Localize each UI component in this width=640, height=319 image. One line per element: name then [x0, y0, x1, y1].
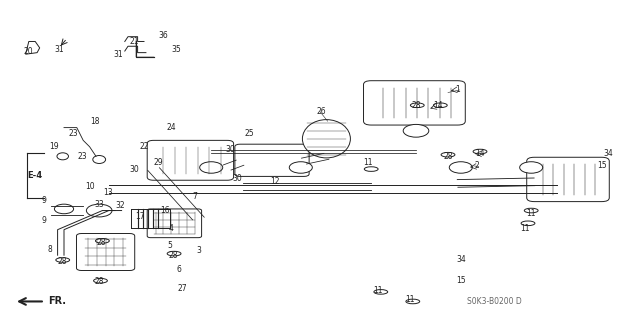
Text: 19: 19 — [49, 142, 60, 151]
FancyBboxPatch shape — [77, 234, 135, 271]
Text: 8: 8 — [47, 245, 52, 254]
Text: 35: 35 — [171, 45, 181, 54]
Text: 27: 27 — [177, 284, 188, 293]
Text: 28: 28 — [58, 257, 67, 266]
Text: 5: 5 — [167, 241, 172, 250]
Text: 7: 7 — [193, 192, 198, 201]
Ellipse shape — [93, 278, 108, 283]
FancyBboxPatch shape — [364, 81, 465, 125]
Text: 31: 31 — [113, 50, 124, 59]
Text: 30: 30 — [129, 165, 140, 174]
Text: 34: 34 — [603, 149, 613, 158]
Text: 24: 24 — [166, 123, 177, 132]
Circle shape — [200, 162, 223, 173]
Text: 2: 2 — [474, 161, 479, 170]
Text: 23: 23 — [68, 130, 79, 138]
Ellipse shape — [364, 167, 378, 171]
Text: 32: 32 — [115, 201, 125, 210]
Polygon shape — [26, 41, 40, 54]
FancyBboxPatch shape — [527, 157, 609, 202]
Text: 10: 10 — [84, 182, 95, 191]
FancyBboxPatch shape — [235, 144, 309, 176]
Text: 30: 30 — [225, 145, 236, 154]
Text: S0K3-B0200 D: S0K3-B0200 D — [467, 297, 522, 306]
Ellipse shape — [521, 221, 535, 226]
Ellipse shape — [57, 153, 68, 160]
Text: 26: 26 — [316, 107, 326, 116]
FancyBboxPatch shape — [147, 209, 202, 238]
Text: 11: 11 — [373, 286, 382, 295]
Text: FR.: FR. — [48, 296, 66, 307]
Text: 33: 33 — [94, 200, 104, 209]
Text: 4: 4 — [169, 224, 174, 233]
Ellipse shape — [56, 258, 70, 262]
Ellipse shape — [374, 290, 388, 294]
Text: 20: 20 — [24, 47, 34, 56]
Text: 16: 16 — [160, 206, 170, 215]
Circle shape — [449, 162, 472, 173]
Text: 3: 3 — [196, 246, 201, 255]
Text: 28: 28 — [412, 101, 420, 110]
Text: 28: 28 — [444, 152, 452, 161]
Text: 34: 34 — [456, 256, 466, 264]
Ellipse shape — [95, 239, 109, 243]
Text: 15: 15 — [456, 276, 466, 285]
Text: 14: 14 — [433, 101, 444, 110]
Text: 11: 11 — [364, 158, 372, 167]
Text: 11: 11 — [520, 224, 529, 233]
Circle shape — [289, 162, 312, 173]
Text: 25: 25 — [244, 130, 255, 138]
Text: 1: 1 — [455, 85, 460, 94]
Text: 31: 31 — [54, 45, 64, 54]
Text: 11: 11 — [527, 209, 536, 218]
Text: 14: 14 — [475, 149, 485, 158]
Text: 6: 6 — [177, 265, 182, 274]
Text: 28: 28 — [97, 238, 106, 247]
Text: 9: 9 — [41, 216, 46, 225]
Text: 28: 28 — [168, 251, 177, 260]
Ellipse shape — [441, 152, 455, 157]
Circle shape — [54, 204, 74, 214]
Ellipse shape — [473, 149, 487, 154]
Text: E-4: E-4 — [27, 171, 42, 180]
Ellipse shape — [433, 103, 447, 108]
Circle shape — [403, 124, 429, 137]
Text: 13: 13 — [102, 189, 113, 197]
Text: 17: 17 — [134, 212, 145, 221]
Text: 36: 36 — [158, 31, 168, 40]
Text: 22: 22 — [140, 142, 148, 151]
Text: 18: 18 — [90, 117, 99, 126]
Text: 15: 15 — [596, 161, 607, 170]
Text: 21: 21 — [130, 37, 139, 46]
Ellipse shape — [167, 251, 181, 256]
FancyBboxPatch shape — [147, 140, 234, 180]
Text: 23: 23 — [77, 152, 87, 161]
Circle shape — [86, 204, 112, 217]
Ellipse shape — [93, 155, 106, 164]
Ellipse shape — [410, 103, 424, 108]
Text: 12: 12 — [271, 177, 280, 186]
Circle shape — [520, 162, 543, 173]
Text: 28: 28 — [95, 277, 104, 286]
Ellipse shape — [302, 120, 351, 158]
Text: 29: 29 — [154, 158, 164, 167]
Ellipse shape — [524, 208, 538, 213]
Text: 9: 9 — [41, 197, 46, 205]
Ellipse shape — [406, 299, 420, 304]
Text: 30: 30 — [232, 174, 242, 183]
Text: 11: 11 — [405, 295, 414, 304]
